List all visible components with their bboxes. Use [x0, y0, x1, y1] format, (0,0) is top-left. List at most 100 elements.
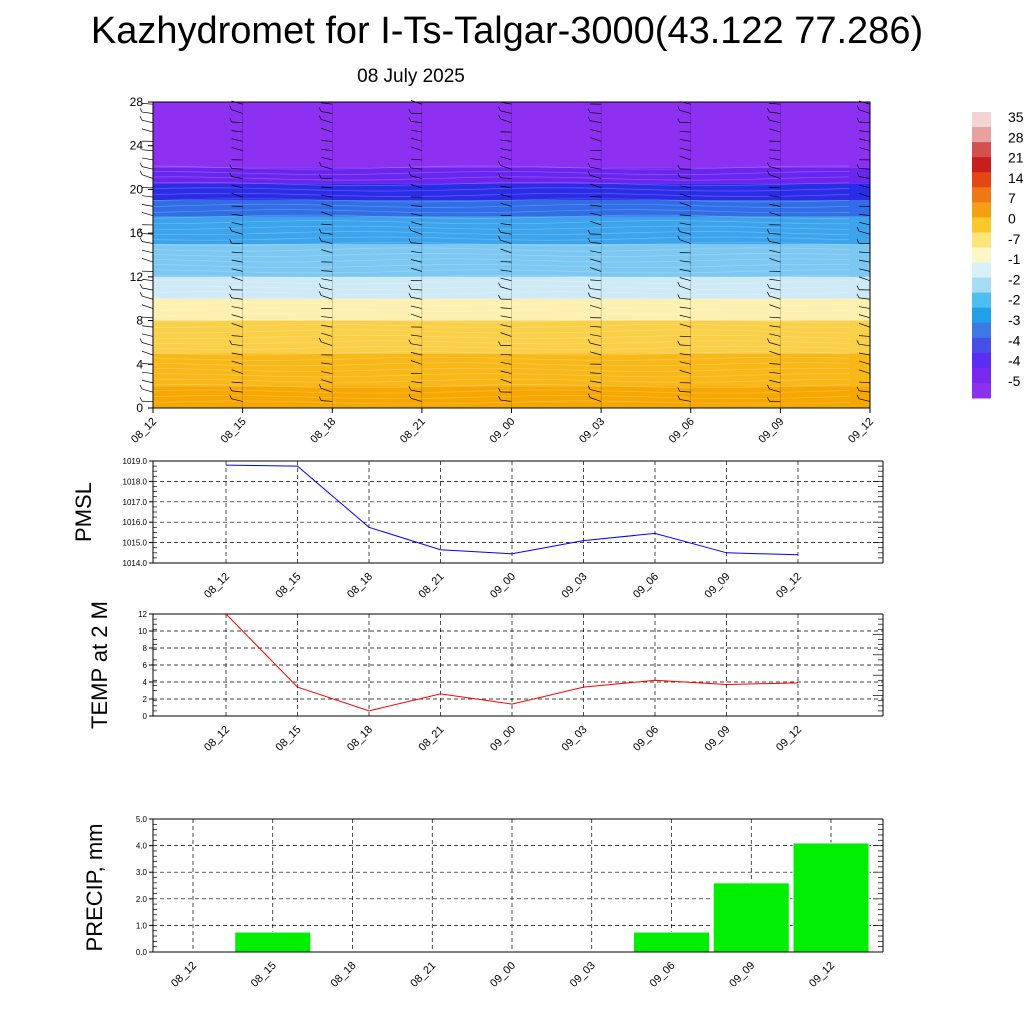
wind-barb	[231, 297, 243, 300]
wind-barb-feather	[767, 283, 770, 289]
wind-barb	[141, 379, 154, 384]
wind-barb-feather	[856, 105, 860, 110]
y-tick-label: 12	[138, 610, 147, 619]
cross-section-contour	[152, 340, 850, 345]
wind-barb-feather	[856, 164, 860, 169]
wind-barb	[500, 260, 512, 263]
x-tick-label: 09_06	[631, 724, 661, 754]
x-tick-label: 09_00	[488, 724, 518, 754]
wind-barb-feather	[856, 239, 860, 244]
wind-barb-feather	[767, 291, 770, 297]
wind-barb	[679, 344, 691, 347]
y-tick-label: 1014.0	[123, 559, 148, 568]
wind-barb	[321, 388, 333, 393]
wind-barb	[141, 350, 154, 356]
wind-barb	[231, 168, 243, 170]
wind-barb-feather	[229, 293, 232, 299]
wind-barb	[590, 288, 602, 291]
wind-barb-feather	[318, 236, 322, 242]
wind-barb-feather	[408, 285, 412, 290]
wind-barb	[231, 268, 243, 272]
wind-barb-feather	[677, 227, 681, 232]
wind-barb	[321, 119, 333, 124]
cross-section-contour	[152, 198, 850, 203]
wind-barb	[590, 372, 602, 374]
wind-barb-feather	[498, 395, 501, 401]
colorbar-swatch	[972, 322, 991, 339]
wind-barb-feather	[677, 235, 681, 240]
cross-section-contour	[152, 302, 850, 307]
wind-barb-feather	[587, 171, 591, 176]
wind-barb	[769, 287, 781, 291]
wind-barb	[679, 298, 691, 300]
wind-barb-feather	[139, 170, 143, 175]
wind-barb	[500, 378, 512, 384]
x-tick-label: 08_12	[129, 416, 159, 446]
wind-barb	[500, 269, 512, 272]
cross-section-contour	[152, 225, 850, 230]
wind-barb	[769, 128, 781, 133]
wind-barb-feather	[587, 393, 591, 398]
wind-barb	[858, 109, 871, 114]
precip-bar	[633, 931, 710, 953]
wind-barb-feather	[408, 385, 412, 391]
wind-barb	[500, 202, 512, 207]
wind-barb	[590, 204, 602, 207]
wind-barb	[679, 222, 691, 226]
wind-barb-feather	[229, 226, 232, 232]
wind-barb-feather	[856, 386, 860, 391]
wind-barb-feather	[229, 386, 232, 391]
wind-barb-feather	[139, 237, 143, 242]
wind-barb	[410, 230, 422, 235]
wind-barb-feather	[318, 291, 322, 296]
x-tick-label: 09_09	[703, 571, 733, 601]
wind-barb	[141, 233, 154, 235]
y-tick-label: 1015.0	[123, 539, 148, 548]
wind-barb-feather	[229, 285, 232, 290]
wind-barb	[410, 305, 422, 309]
wind-barb-feather	[587, 108, 591, 113]
wind-barb-feather	[139, 116, 143, 121]
cross-section-layer	[153, 216, 870, 245]
cross-section-contour	[152, 231, 850, 236]
wind-barb	[769, 174, 781, 179]
wind-barb-feather	[318, 161, 322, 167]
wind-barb-feather	[677, 172, 681, 178]
wind-barb	[679, 285, 691, 291]
cross-section-layer	[153, 167, 870, 184]
x-tick-label: 08_18	[345, 571, 375, 601]
wind-barb	[590, 166, 602, 170]
cross-section-contour	[152, 318, 850, 323]
colorbar-label: 14	[1008, 170, 1024, 186]
y-tick-label: 10	[138, 627, 147, 636]
wind-barb	[769, 166, 781, 170]
wind-barb	[321, 278, 333, 282]
x-tick-label: 09_09	[727, 960, 757, 990]
wind-barb-feather	[587, 385, 591, 390]
wind-barb	[769, 363, 781, 365]
wind-barb	[590, 351, 602, 356]
wind-barb	[590, 195, 602, 198]
cross-section-contour	[152, 367, 850, 372]
wind-barb-feather	[767, 384, 770, 390]
y-tick-label: 4	[136, 357, 143, 371]
wind-barb	[321, 111, 333, 114]
wind-barb-feather	[767, 397, 770, 402]
wind-barb-feather	[408, 171, 412, 177]
wind-barb	[141, 149, 154, 151]
wind-barb-feather	[767, 107, 770, 113]
wind-barb	[858, 398, 871, 402]
wind-barb	[141, 325, 154, 328]
wind-barb	[769, 325, 781, 328]
wind-barb-feather	[408, 293, 412, 298]
colorbar-swatch	[972, 127, 991, 143]
wind-barb	[141, 157, 154, 161]
cross-section-contour	[152, 356, 850, 361]
wind-barb	[231, 343, 243, 347]
x-tick-label: 08_18	[308, 416, 338, 446]
x-tick-label: 09_03	[560, 571, 590, 601]
x-tick-label: 08_12	[202, 571, 232, 601]
cross-section-layer	[153, 200, 870, 217]
wind-barb	[321, 316, 333, 319]
wind-barb	[141, 204, 154, 207]
